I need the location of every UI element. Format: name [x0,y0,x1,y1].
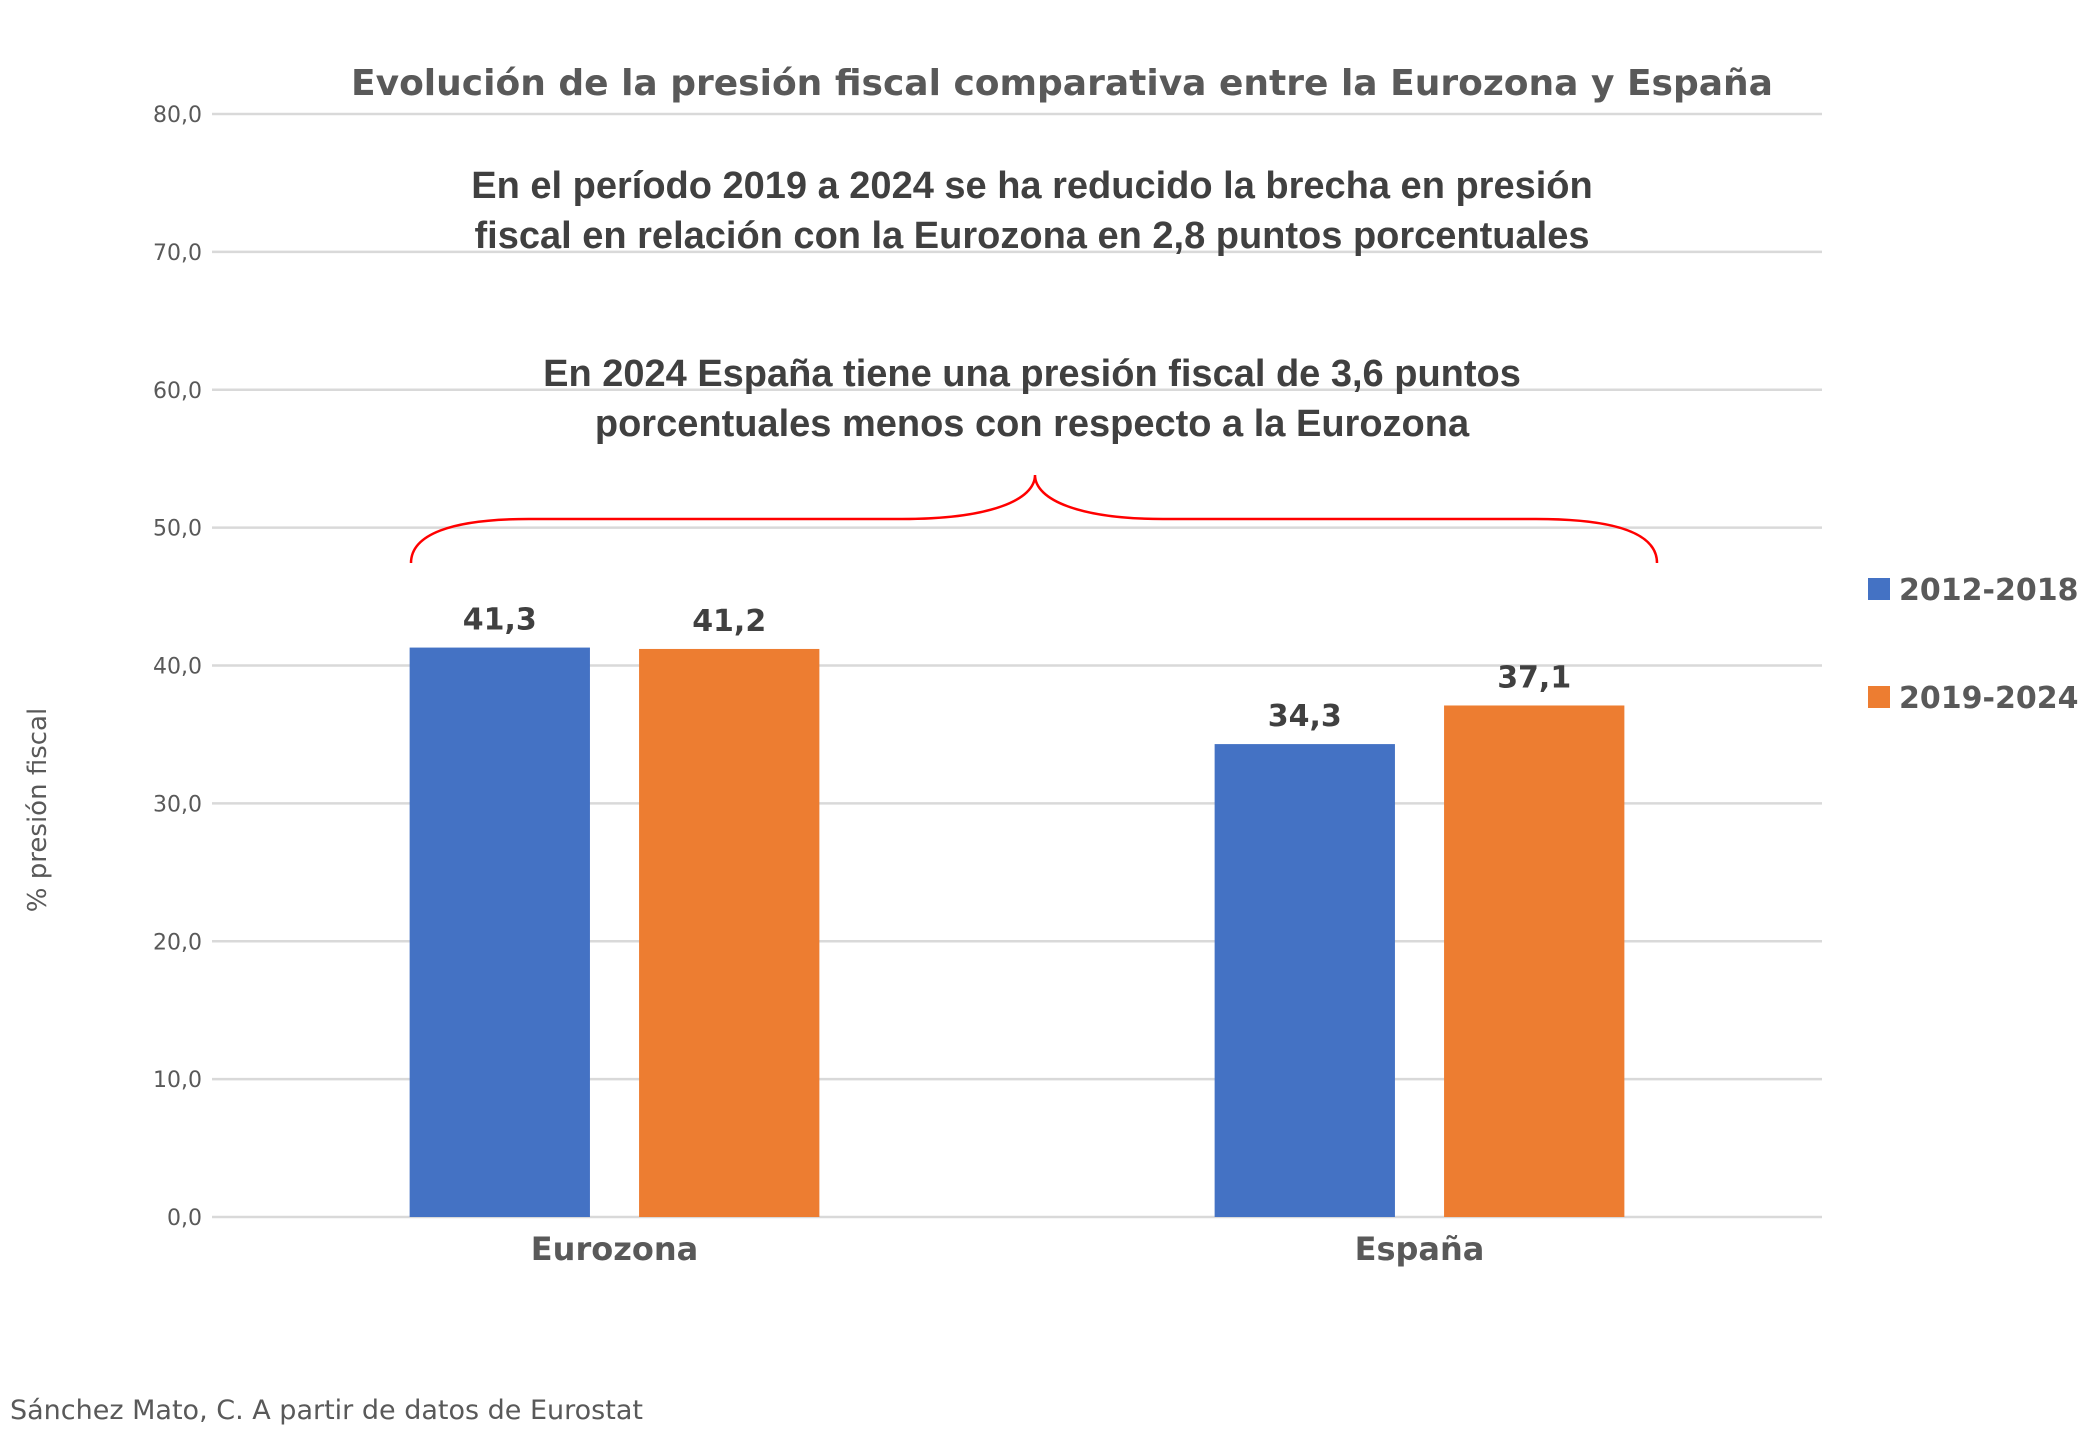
y-tick-label: 60,0 [153,379,202,404]
y-tick-label: 20,0 [153,930,202,955]
annotation-gap-2024-line-1: En 2024 España tiene una presión fiscal … [543,353,1521,395]
annotation-gap-2024-line-2: porcentuales menos con respecto a la Eur… [595,403,1470,445]
chart-title: Evolución de la presión fiscal comparati… [351,63,1773,104]
category-labels: Eurozona España [531,1230,1485,1268]
bar-2019-2024-Eurozona [639,648,820,1217]
y-tick-label: 10,0 [153,1068,202,1093]
legend: 2012-2018 2019-2024 [1868,573,2078,716]
data-label: 41,3 [463,603,537,638]
legend-marker [1868,686,1890,708]
y-tick-label: 70,0 [153,241,202,266]
legend-marker [1868,578,1890,600]
y-tick-label: 40,0 [153,655,202,680]
data-label: 41,2 [692,604,766,639]
curly-brace-annotation [409,474,1659,564]
y-tick-label: 80,0 [153,103,202,128]
y-tick-label: 30,0 [153,792,202,817]
category-label: España [1355,1230,1485,1268]
category-label: Eurozona [531,1230,698,1268]
annotation-gap-reduction-line-2: fiscal en relación con la Eurozona en 2,… [475,215,1590,257]
bar-2019-2024-España [1444,705,1625,1217]
y-axis-ticks: 0,0 10,0 20,0 30,0 40,0 50,0 60,0 70,0 80,0 [153,103,202,1231]
annotation-gap-reduction-line-1: En el período 2019 a 2024 se ha reducido… [471,165,1592,207]
legend-label: 2012-2018 [1899,573,2078,608]
y-tick-label: 0,0 [167,1206,202,1231]
bar-2012-2018-Eurozona [409,647,590,1217]
legend-label: 2019-2024 [1899,681,2078,716]
bar-2012-2018-España [1214,744,1395,1217]
data-label: 37,1 [1497,660,1571,695]
data-label: 34,3 [1268,699,1342,734]
bars [409,647,1625,1217]
y-tick-label: 50,0 [153,517,202,542]
y-axis-label: % presión fiscal [23,708,53,912]
data-labels: 41,3 41,2 34,3 37,1 [463,603,1571,735]
source-note: Sánchez Mato, C. A partir de datos de Eu… [10,1395,643,1426]
